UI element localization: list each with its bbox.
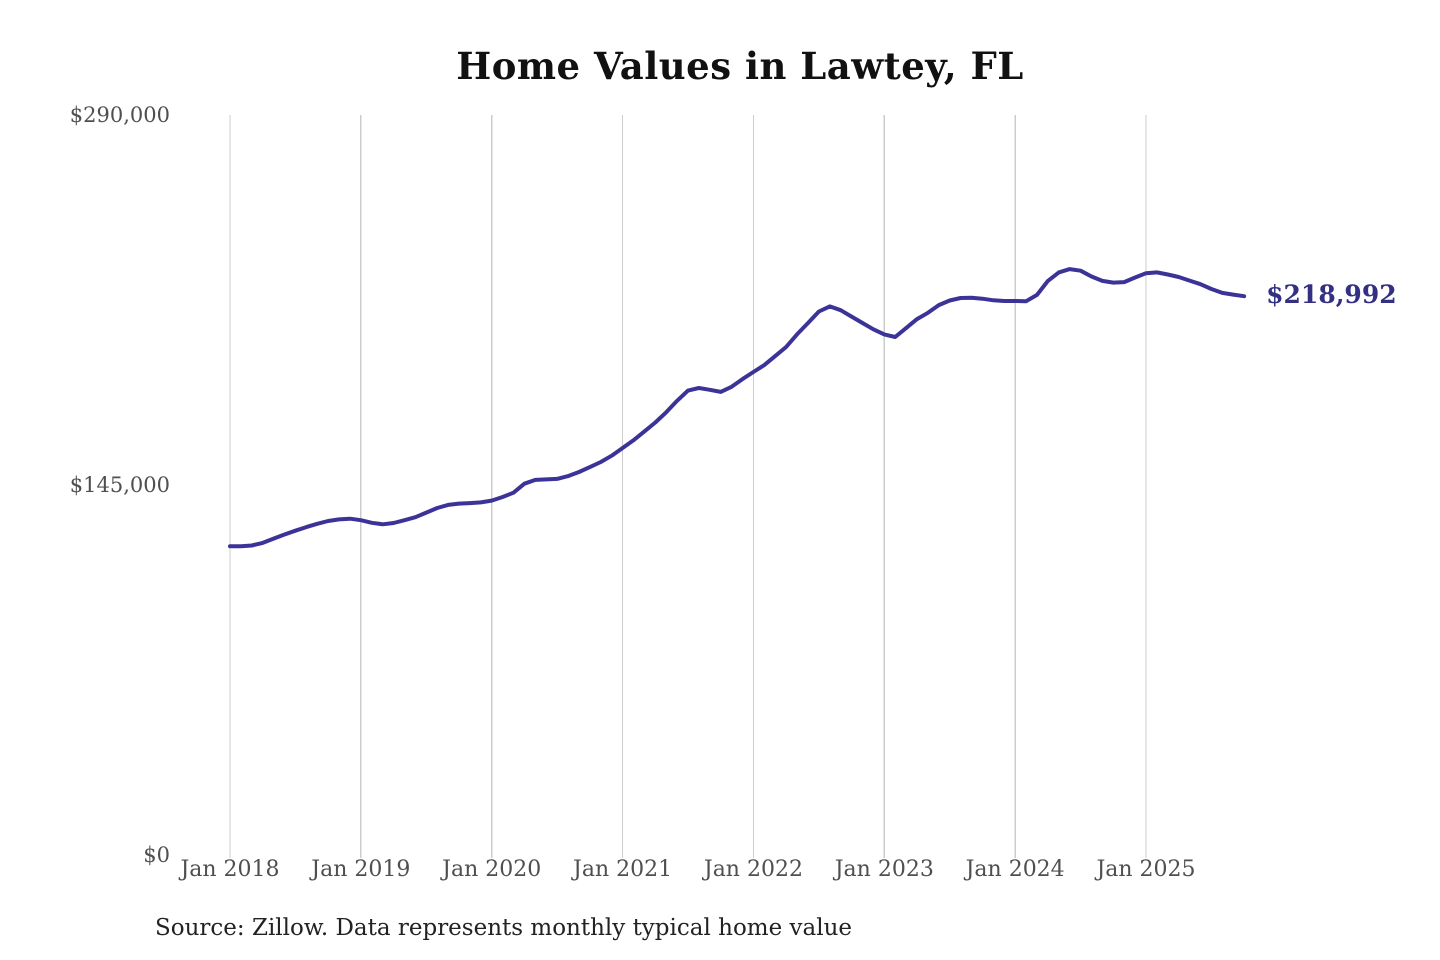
x-tick-label: Jan 2023 <box>834 857 934 882</box>
x-tick-label: Jan 2021 <box>573 857 673 882</box>
chart-title: Home Values in Lawtey, FL <box>456 44 1024 88</box>
source-note: Source: Zillow. Data represents monthly … <box>155 915 853 941</box>
x-tick-label: Jan 2018 <box>180 857 280 882</box>
y-tick-label: $290,000 <box>69 103 170 127</box>
current-value-label: $218,992 <box>1266 280 1397 310</box>
home-value-line <box>228 267 1247 549</box>
x-tick-label: Jan 2024 <box>965 857 1065 882</box>
y-tick-label: $0 <box>143 843 170 867</box>
x-tick-label: Jan 2022 <box>703 857 803 882</box>
x-tick-label: Jan 2020 <box>442 857 542 882</box>
x-tick-label: Jan 2019 <box>311 857 411 882</box>
y-tick-label: $145,000 <box>69 473 170 497</box>
x-tick-label: Jan 2025 <box>1096 857 1196 882</box>
